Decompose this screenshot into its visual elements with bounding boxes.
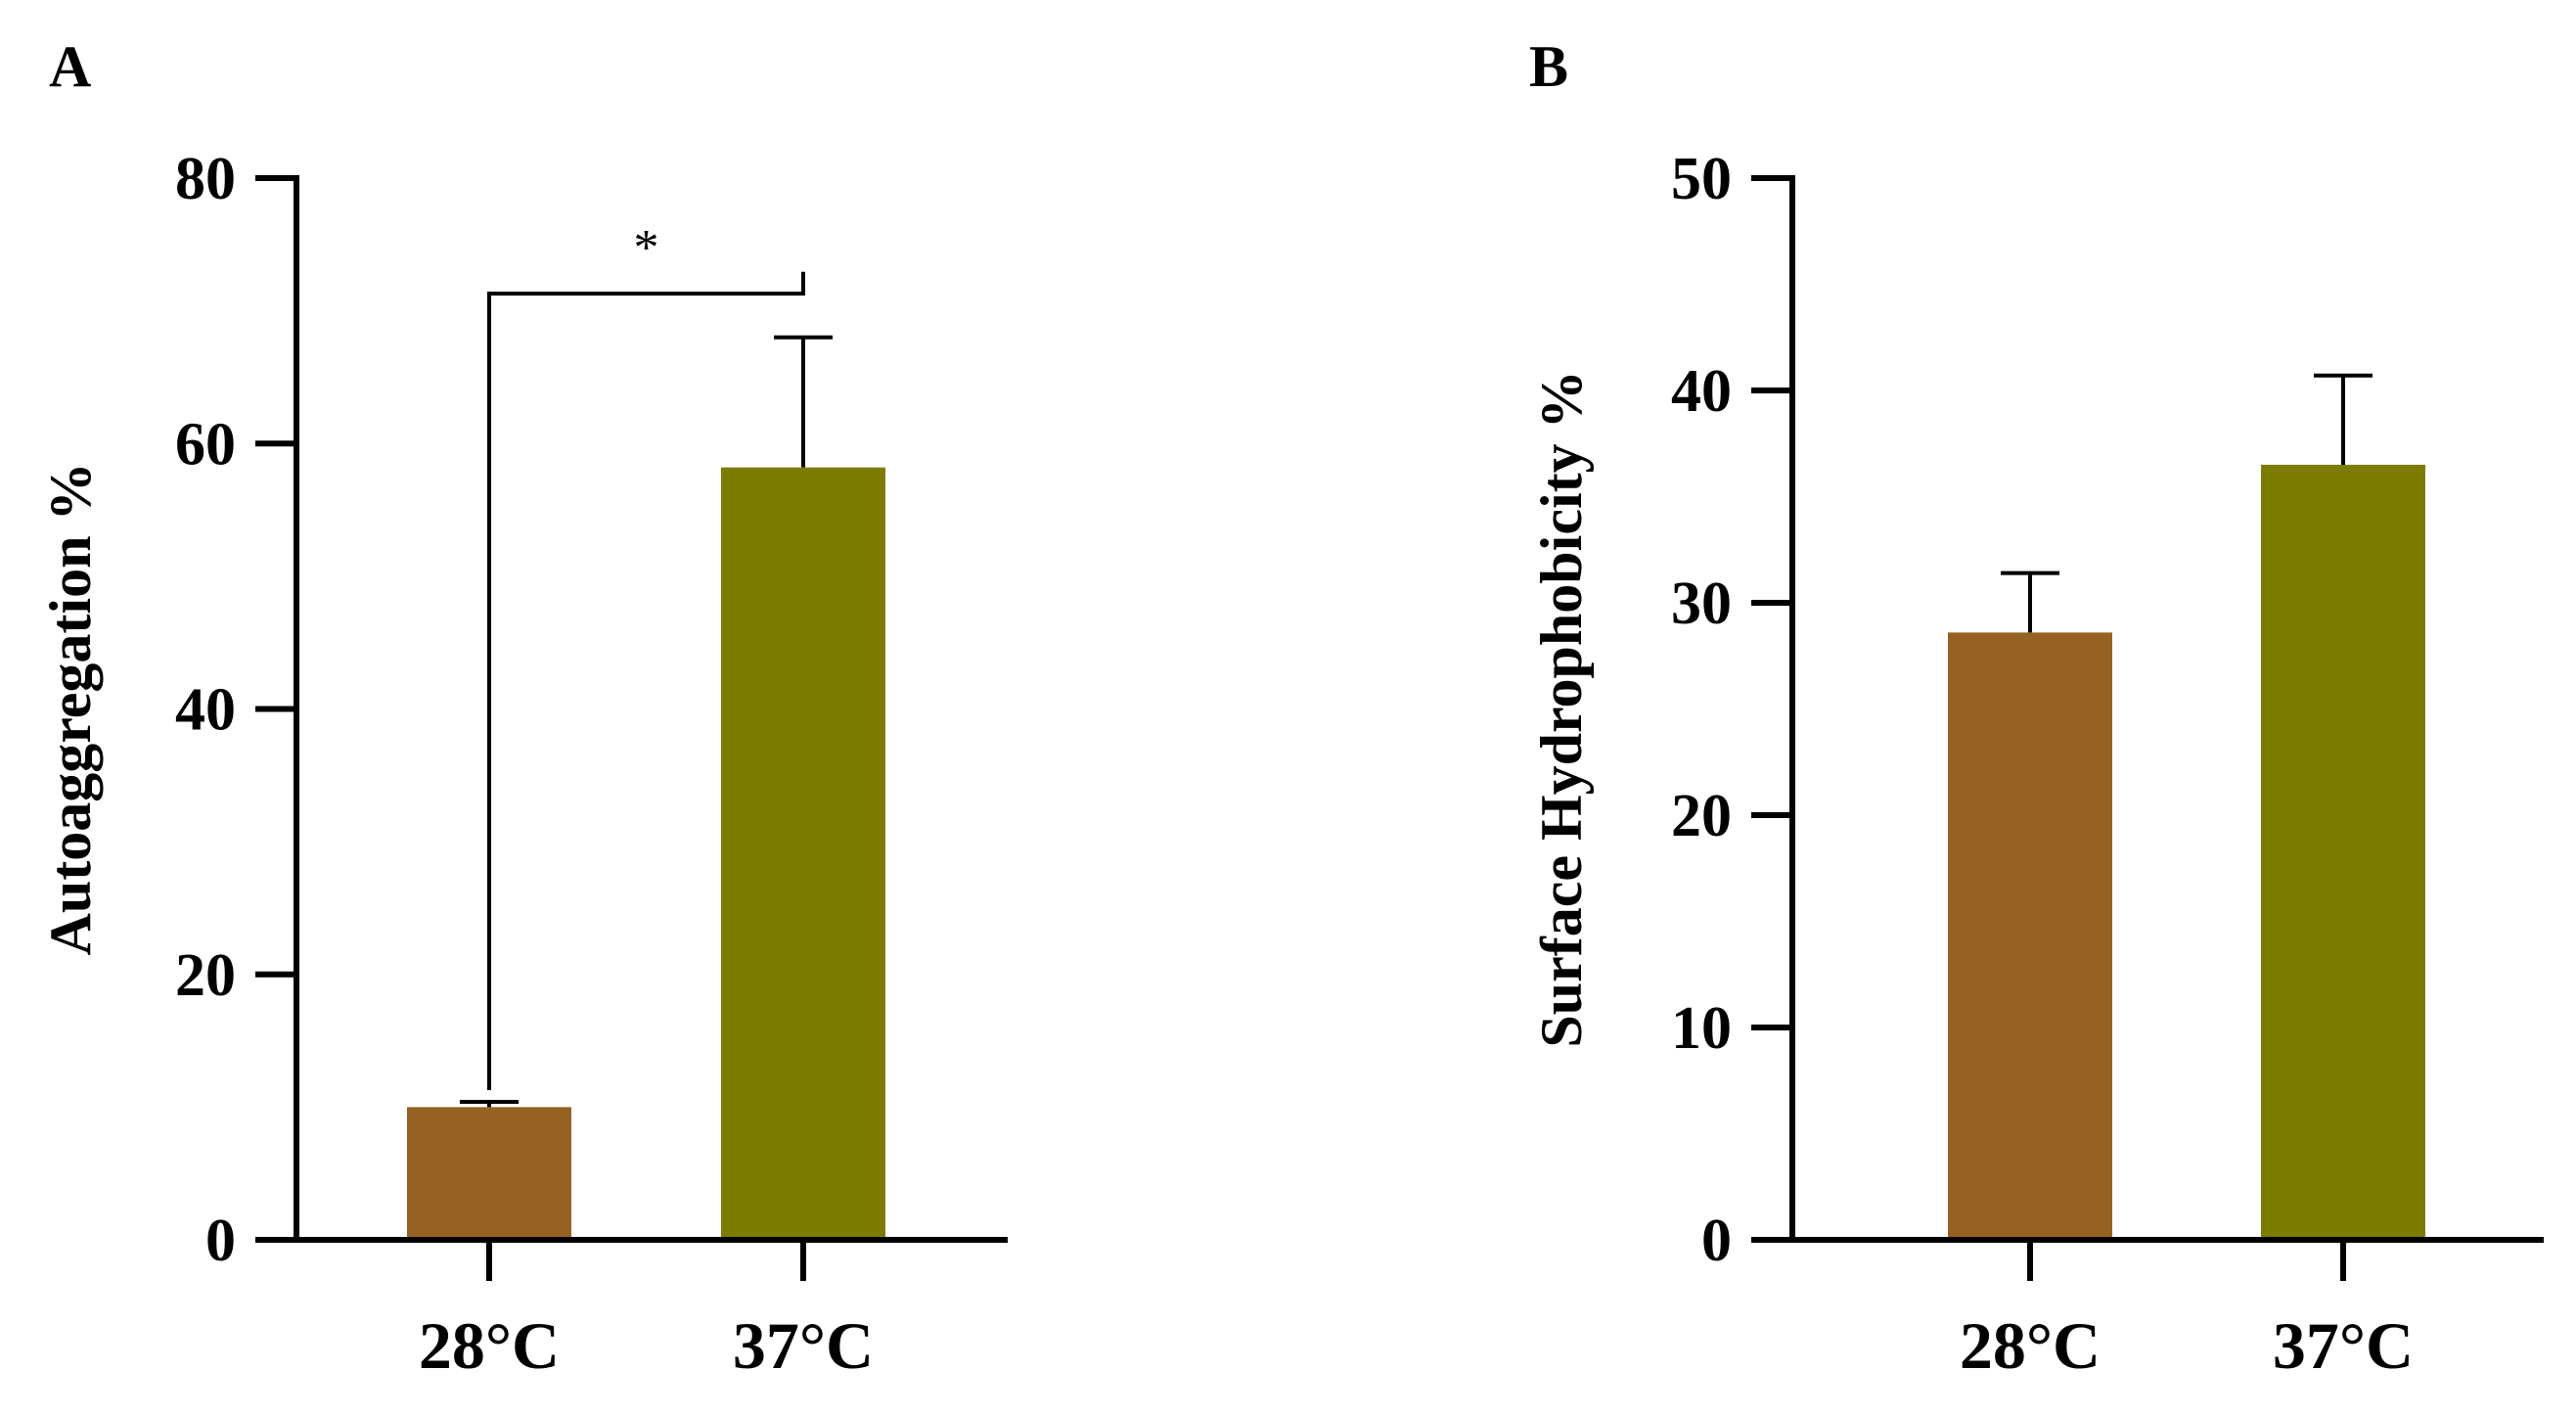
panel-b-y-tick-label-0: 0 — [1701, 1208, 1732, 1274]
panel-b-y-tick-label-4: 40 — [1671, 358, 1732, 425]
panel-b-bar-2 — [2261, 464, 2425, 1240]
panel-b-y-tick-label-1: 10 — [1671, 995, 1732, 1062]
panel-a-x-tick-label-0: 28°C — [419, 1308, 560, 1383]
panel-a-bar-2 — [721, 467, 885, 1241]
panel-a-y-tick-label-0: 0 — [205, 1208, 236, 1274]
panel-a-significance-label-0: * — [634, 220, 659, 276]
panel-a-y-tick-label-2: 40 — [175, 677, 236, 744]
panel-b-y-axis-title: Surface Hydrophobicity % — [1529, 370, 1594, 1047]
panel-a-x-tick-label-1: 37°C — [733, 1308, 874, 1383]
panel-a-y-tick-label-4: 80 — [175, 146, 236, 212]
panel-b-y-tick-label-2: 20 — [1671, 783, 1732, 849]
panel-a-significance-bracket-0 — [487, 271, 805, 1090]
panel-b-y-tick-label-3: 30 — [1671, 571, 1732, 637]
panel-a-y-tick-label-1: 20 — [175, 942, 236, 1009]
panel-a-y-axis-title: Autoaggregation % — [38, 463, 103, 956]
panel-a-bar-1 — [407, 1107, 571, 1240]
panel-b-y-tick-label-5: 50 — [1671, 146, 1732, 212]
panel-a-y-tick-label-3: 60 — [175, 411, 236, 478]
panel-b-x-tick-label-0: 28°C — [1960, 1308, 2101, 1383]
panel-b-letter: B — [1529, 34, 1568, 99]
panel-a-letter: A — [49, 34, 91, 99]
panel-b-x-tick-label-1: 37°C — [2273, 1308, 2414, 1383]
panel-b-bar-1 — [1948, 632, 2112, 1240]
